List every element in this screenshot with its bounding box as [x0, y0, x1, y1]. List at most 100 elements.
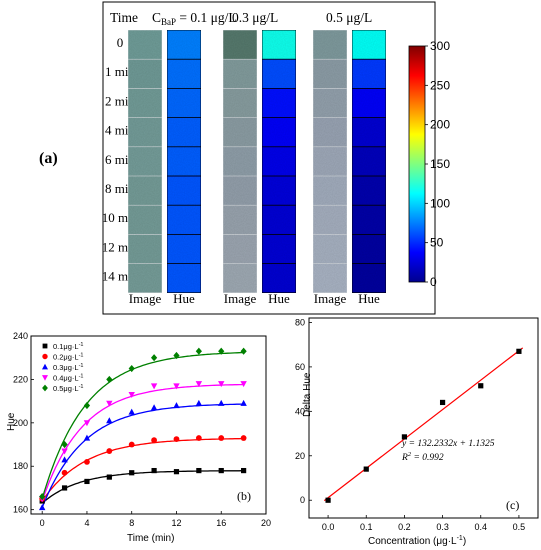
hue-cell — [351, 146, 387, 177]
image-cell — [222, 175, 258, 206]
hue-column-label: Hue — [268, 291, 290, 306]
plot-c-xtick-label: 0.2 — [398, 522, 411, 532]
hue-cell — [261, 58, 297, 89]
panel-a-label: (a) — [39, 150, 58, 167]
panel-c: 0.0 0.1 0.2 0.3 0.4 0.5 0 20 40 60 80 Delta Hue Co… — [295, 317, 539, 547]
plot-b-legend-label: 0.1μg·L-1 — [53, 342, 83, 351]
plot-b-point — [151, 437, 157, 444]
image-cell — [222, 234, 258, 264]
plot-b-fit-curves — [41, 351, 244, 508]
plot-b-point — [61, 448, 68, 455]
colorbar: 300 250 200 150 100 50 0 — [408, 39, 450, 289]
plot-c-xtick-label: 0.1 — [360, 522, 373, 532]
hue-cell — [166, 88, 202, 119]
colorbar-tick-label: 100 — [430, 196, 450, 210]
plot-c-ticks: 0.0 0.1 0.2 0.3 0.4 0.5 0 20 40 60 80 — [295, 317, 525, 532]
hue-cell — [351, 117, 387, 148]
plot-b-points — [38, 347, 247, 511]
plot-c-xtick-label: 0.4 — [474, 522, 487, 532]
plot-b-xtick-label: 16 — [216, 518, 226, 528]
plot-c-fit-line-segment — [323, 347, 524, 502]
concentration-label-third: 0.5 μg/L — [326, 10, 372, 25]
plot-c-point — [516, 348, 522, 354]
plot-b-fit-curve — [41, 383, 244, 502]
plot-b-point — [83, 434, 91, 441]
hue-cell — [261, 88, 297, 119]
colorbar-ticks: 300 250 200 150 100 50 0 — [425, 39, 450, 289]
plot-b-point — [84, 478, 90, 485]
plot-b-ticks: 0 4 8 12 16 20 160 180 200 220 240 — [13, 331, 271, 528]
column-labels: Image Hue Image Hue Image Hue — [129, 291, 380, 306]
panel-a: (a) Time CBaP = 0.1 μg/L 0.3 μg/L 0.5 μg… — [39, 1, 450, 315]
hue-cell — [166, 204, 202, 235]
plot-c-point — [325, 497, 331, 503]
plot-b-point — [129, 470, 135, 476]
plot-c-point — [439, 399, 446, 406]
colorbar-tick-label: 300 — [430, 39, 450, 53]
image-cell — [127, 234, 163, 264]
plot-b-point — [84, 459, 90, 465]
plot-b-ytick-label: 240 — [13, 331, 28, 341]
plot-b-frame — [30, 335, 267, 515]
image-cell — [127, 175, 163, 206]
time-header: Time — [110, 10, 138, 25]
hue-cell — [351, 263, 387, 294]
plot-b-point — [195, 399, 203, 406]
plot-b-legend-marker — [42, 343, 48, 349]
image-cell — [312, 117, 348, 148]
plot-b-point — [61, 440, 68, 449]
plot-b-xtick-label: 4 — [84, 518, 89, 528]
hue-cell — [261, 29, 297, 60]
plot-b-point — [240, 381, 247, 388]
colorbar-tick-label: 0 — [430, 275, 437, 289]
hue-cell — [351, 175, 387, 206]
test-strips — [127, 29, 387, 294]
image-cell — [222, 88, 258, 118]
plot-c-r2: R2 = 0.992 — [401, 451, 444, 463]
plot-b-point — [195, 435, 202, 441]
image-column-label: Image — [224, 291, 257, 306]
plot-b-point — [218, 347, 225, 355]
plot-c-fit-line — [323, 347, 524, 502]
hue-cell — [261, 233, 297, 264]
plot-b-legend-marker — [42, 353, 48, 360]
plot-c-ylabel: Delta Hue — [302, 372, 313, 417]
plot-b-ylabel: Hue — [6, 412, 17, 431]
hue-cell — [166, 29, 202, 60]
hue-cell — [166, 263, 202, 294]
hue-cell — [166, 175, 202, 206]
plot-c-point — [401, 434, 408, 440]
image-cell — [222, 204, 258, 235]
panel-b: 0 4 8 12 16 20 160 180 200 220 240 0.1μg·L-1 0.2μg·… — [6, 331, 271, 544]
plot-b-point — [150, 383, 158, 390]
plot-b-fit-curve — [41, 470, 244, 504]
plot-c-xtick-label: 0.5 — [513, 522, 526, 532]
plot-b-point — [83, 420, 91, 427]
image-cell — [127, 29, 163, 60]
plot-b-point — [218, 467, 224, 474]
hue-cell — [166, 58, 202, 89]
concentration-label-first: CBaP = 0.1 μg/L — [152, 10, 237, 27]
image-cell — [127, 204, 163, 235]
plot-b-ytick-label: 200 — [13, 418, 28, 428]
colorbar-tick-label: 250 — [430, 78, 450, 92]
plot-b-point — [195, 381, 203, 388]
plot-c-point — [363, 466, 369, 472]
plot-b-point — [173, 436, 180, 443]
plot-c-point — [478, 383, 484, 389]
hue-cell — [351, 233, 387, 264]
plot-b-point — [61, 469, 68, 476]
hue-cell — [166, 146, 202, 177]
plot-b-point — [106, 375, 113, 384]
plot-b-point — [240, 435, 247, 441]
plot-b-panel-label: (b) — [237, 489, 251, 503]
plot-b-fit-curve — [41, 437, 244, 502]
image-column-label: Image — [129, 291, 162, 306]
plot-b-point — [106, 448, 113, 454]
image-cell — [127, 146, 163, 177]
plot-b-point — [173, 383, 180, 390]
plot-b-ytick-label: 160 — [13, 505, 28, 515]
image-cell — [222, 117, 258, 148]
plot-b-point — [38, 504, 46, 511]
